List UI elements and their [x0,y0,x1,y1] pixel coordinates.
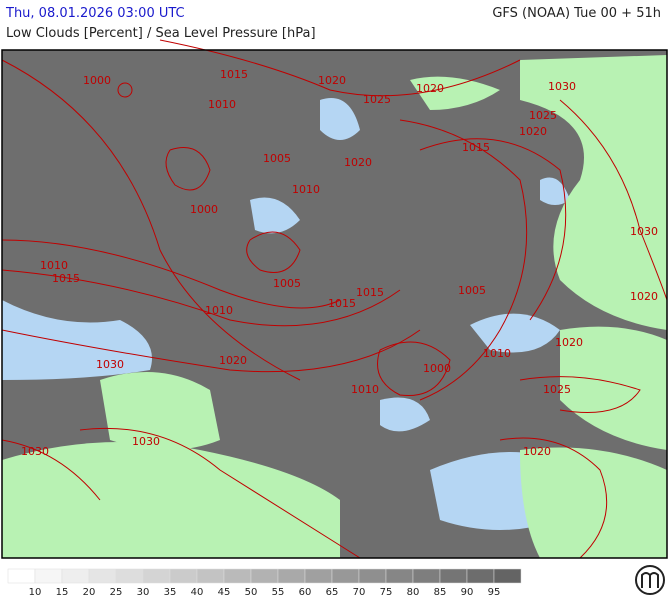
isobar-label: 1020 [555,336,583,349]
model-run: GFS (NOAA) Tue 00 + 51h [492,6,661,21]
isobar-label: 1025 [543,383,571,396]
legend-label: 60 [299,587,312,598]
isobar-label: 1010 [351,383,379,396]
subtitle: Low Clouds [Percent] / Sea Level Pressur… [6,26,316,41]
isobar-label: 1005 [263,152,291,165]
legend-label: 10 [29,587,42,598]
isobar-label: 1030 [630,225,658,238]
isobar-label: 1015 [220,68,248,81]
legend-swatch [412,568,441,584]
isobar-label: 1015 [356,286,384,299]
legend-swatch [34,568,63,584]
legend-label: 55 [272,587,285,598]
isobar-label: 1015 [328,297,356,310]
isobar-label: 1005 [458,284,486,297]
legend-swatch [331,568,360,584]
isobar-label: 1030 [132,435,160,448]
legend-swatch [223,568,252,584]
legend-swatch [169,568,198,584]
logo [635,565,665,595]
legend-label: 65 [326,587,339,598]
isobar-label: 1010 [483,347,511,360]
legend-label: 45 [218,587,231,598]
isobar-label: 1000 [190,203,218,216]
isobar-label: 1010 [205,304,233,317]
isobar-label: 1020 [318,74,346,87]
legend-swatch [115,568,144,584]
legend-label: 50 [245,587,258,598]
legend-swatch [196,568,225,584]
legend: 10 15 20 25 30 35 40 45 50 55 60 65 70 75 80 85 90 95 [7,568,522,598]
legend-swatch [142,568,171,584]
isobar-label: 1030 [21,445,49,458]
legend-swatch [439,568,468,584]
legend-label: 70 [353,587,366,598]
land [2,55,667,558]
isobar-label: 1020 [523,445,551,458]
legend-label: 30 [137,587,150,598]
legend-swatch [466,568,495,584]
datetime: Thu, 08.01.2026 03:00 UTC [6,6,185,21]
legend-swatch [385,568,414,584]
legend-swatch [277,568,306,584]
legend-label: 35 [164,587,177,598]
isobars [1,39,668,559]
legend-label: 85 [434,587,447,598]
legend-label: 75 [380,587,393,598]
legend-swatch [493,568,522,584]
legend-label: 15 [56,587,69,598]
legend-swatch [304,568,333,584]
legend-swatch [7,568,36,584]
isobar-label: 1030 [96,358,124,371]
isobar-label: 1020 [416,82,444,95]
isobar-label: 1015 [462,141,490,154]
isobar-label: 1015 [52,272,80,285]
map-frame [1,49,668,559]
isobar-label: 1000 [423,362,451,375]
legend-swatch [250,568,279,584]
legend-label: 95 [488,587,501,598]
isobar-label: 1025 [529,109,557,122]
legend-swatch [358,568,387,584]
isobar-label: 1005 [273,277,301,290]
isobar-label: 1020 [344,156,372,169]
isobar-label: 1010 [208,98,236,111]
isobar-label: 1010 [292,183,320,196]
legend-label: 20 [83,587,96,598]
legend-label: 40 [191,587,204,598]
legend-label: 25 [110,587,123,598]
isobar-label: 1020 [630,290,658,303]
isobar-label: 1020 [519,125,547,138]
legend-swatch [88,568,117,584]
legend-label: 90 [461,587,474,598]
legend-swatch [61,568,90,584]
isobar-label: 1020 [219,354,247,367]
isobar-label: 1010 [40,259,68,272]
legend-label: 80 [407,587,420,598]
isobar-label: 1025 [363,93,391,106]
isobar-label: 1030 [548,80,576,93]
isobar-label: 1000 [83,74,111,87]
